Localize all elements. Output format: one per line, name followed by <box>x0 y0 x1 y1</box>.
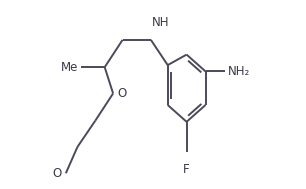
Text: O: O <box>52 167 61 180</box>
Text: O: O <box>107 0 117 2</box>
Text: O: O <box>118 87 127 100</box>
Text: NH: NH <box>152 16 170 29</box>
Text: F: F <box>183 163 190 176</box>
Text: NH₂: NH₂ <box>228 65 250 78</box>
Text: Me: Me <box>61 61 78 74</box>
